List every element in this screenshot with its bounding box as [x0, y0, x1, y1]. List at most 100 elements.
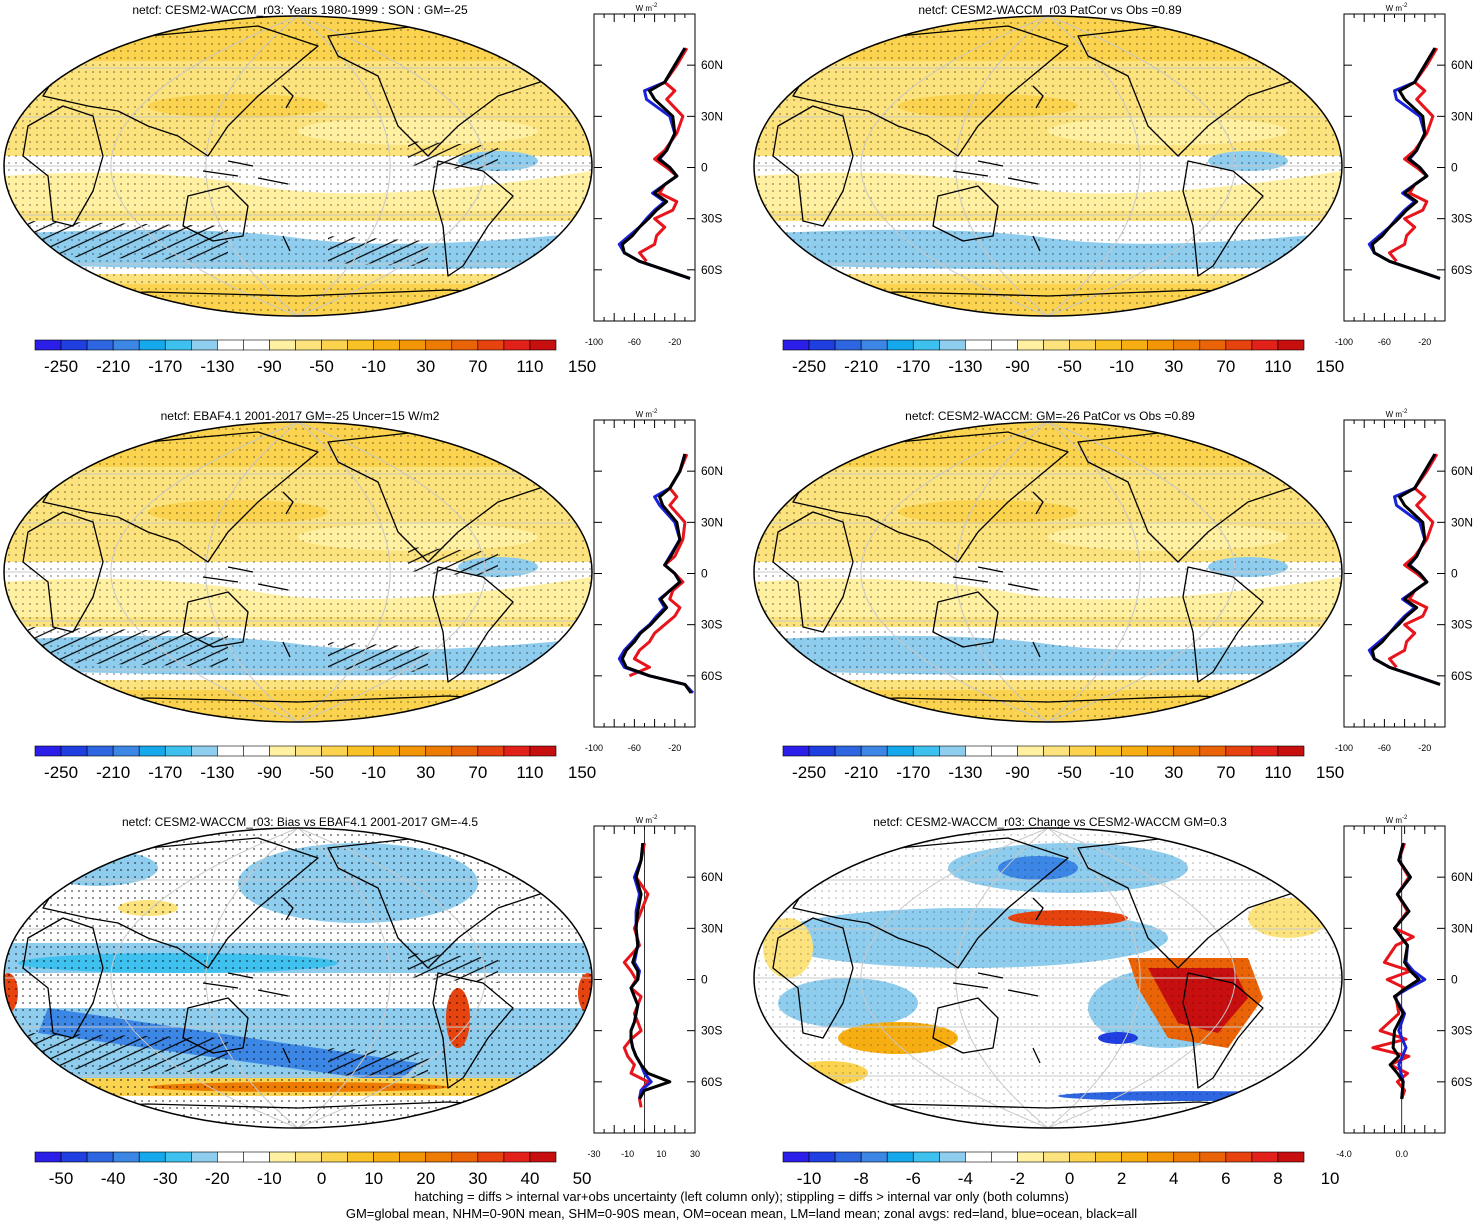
colorbar-swatch	[34, 745, 62, 757]
colorbar-swatch	[912, 1151, 940, 1163]
colorbar-swatch	[1199, 339, 1227, 351]
colorbar-label: 10	[1321, 1169, 1340, 1188]
colorbar-swatch	[808, 745, 836, 757]
map-title: netcf: CESM2-WACCM: GM=-26 PatCor vs Obs…	[905, 409, 1195, 423]
colorbar-label: 70	[1216, 357, 1235, 376]
colorbar-swatch	[60, 1151, 88, 1163]
panel-graphics: -250 -210 -170 -130 -90 -50 -10 30 70 110 150 W m-2…	[3, 3, 723, 376]
zonal-lat-tick: 30N	[701, 109, 723, 123]
colorbar-label: -8	[854, 1169, 869, 1188]
colorbar-label: 150	[568, 763, 596, 782]
colorbar-swatch	[834, 1151, 862, 1163]
map-panel-6: netcf: CESM2-WACCM_r03: Change vs CESM2-…	[750, 812, 1483, 1218]
colorbar-swatch	[243, 339, 270, 351]
colorbar-swatch	[991, 1151, 1018, 1163]
colorbar-label: -10	[1109, 763, 1134, 782]
zonal-x-tick: -60	[1378, 743, 1391, 753]
colorbar-swatch	[295, 339, 322, 351]
zonal-lat-tick: 60S	[1451, 669, 1472, 683]
colorbar-swatch	[321, 339, 348, 351]
colorbar-swatch	[965, 1151, 992, 1163]
colorbar-swatch	[939, 1151, 966, 1163]
colorbar-swatch	[269, 1151, 296, 1163]
colorbar-label: 10	[364, 1169, 383, 1188]
zonal-x-tick: 0.0	[1395, 1149, 1408, 1159]
colorbar-swatch	[34, 339, 62, 351]
zonal-x-tick: 30	[690, 1149, 700, 1159]
colorbar-swatch	[1251, 1151, 1279, 1163]
footer-line-2: GM=global mean, NHM=0-90N mean, SHM=0-90…	[345, 1206, 1138, 1221]
colorbar-label: 20	[416, 1169, 435, 1188]
zonal-x-tick: -10	[621, 1149, 634, 1159]
zonal-lat-tick: 30N	[1451, 921, 1473, 935]
colorbar-swatch	[912, 339, 940, 351]
colorbar-swatch	[164, 1151, 192, 1163]
map-panel-5: netcf: CESM2-WACCM_r03: Bias vs EBAF4.1 …	[0, 812, 741, 1218]
colorbar-label: -130	[948, 357, 982, 376]
colorbar-label: -170	[896, 763, 930, 782]
colorbar-swatch	[991, 339, 1018, 351]
colorbar-swatch	[217, 745, 244, 757]
colorbar-label: -210	[844, 357, 878, 376]
zonal-lat-tick: 30S	[701, 212, 722, 226]
colorbar-swatch	[295, 1151, 322, 1163]
zonal-lat-tick: 30S	[1451, 1024, 1472, 1038]
colorbar-swatch	[529, 1151, 557, 1163]
colorbar-label: -250	[792, 357, 826, 376]
colorbar-label: 110	[516, 763, 543, 782]
colorbar-swatch	[217, 339, 244, 351]
colorbar-swatch	[295, 745, 322, 757]
colorbar-swatch	[425, 745, 453, 757]
colorbar-swatch	[451, 745, 479, 757]
colorbar-swatch	[477, 339, 505, 351]
colorbar-swatch	[60, 339, 88, 351]
zonal-axes	[593, 419, 696, 728]
colorbar-label: 30	[416, 763, 435, 782]
colorbar-swatch	[1121, 339, 1148, 351]
colorbar-label: -250	[44, 763, 78, 782]
zonal-axes	[1343, 825, 1446, 1134]
colorbar-swatch	[860, 339, 888, 351]
colorbar-swatch	[112, 1151, 140, 1163]
colorbar-swatch	[1225, 1151, 1253, 1163]
colorbar-swatch	[1017, 1151, 1044, 1163]
colorbar-swatch	[834, 745, 862, 757]
zonal-lat-tick: 30S	[701, 1024, 722, 1038]
zonal-profile: W m-2 -4.0 0.0 60N 30N 0 30S 60S	[1336, 815, 1473, 1159]
zonal-lat-tick: 60S	[1451, 1075, 1472, 1089]
colorbar-label: -6	[906, 1169, 921, 1188]
colorbar-label: -4	[958, 1169, 973, 1188]
colorbar-label: 30	[1164, 763, 1183, 782]
colorbar-label: 70	[468, 357, 487, 376]
zonal-lat-tick: 30N	[1451, 109, 1473, 123]
colorbar-label: -250	[44, 357, 78, 376]
colorbar-swatch	[503, 339, 531, 351]
colorbar-swatch	[191, 339, 218, 351]
colorbar-swatch	[138, 745, 166, 757]
colorbar-swatch	[529, 339, 557, 351]
colorbar-swatch	[321, 745, 348, 757]
colorbar-swatch	[1069, 1151, 1096, 1163]
colorbar-swatch	[1095, 1151, 1122, 1163]
colorbar-swatch	[991, 745, 1018, 757]
colorbar-swatch	[1095, 339, 1122, 351]
colorbar-label: -10	[797, 1169, 822, 1188]
colorbar-swatch	[1199, 745, 1227, 757]
colorbar-label: 6	[1221, 1169, 1230, 1188]
colorbar-swatch	[425, 1151, 453, 1163]
colorbar-label: -50	[309, 763, 334, 782]
world-map	[4, 16, 592, 316]
colorbar-label: 0	[1065, 1169, 1074, 1188]
colorbar-swatch	[86, 339, 114, 351]
colorbar-label: 150	[568, 357, 596, 376]
zonal-lat-tick: 0	[1451, 973, 1458, 987]
zonal-unit: W m-2	[636, 3, 658, 13]
colorbar-swatch	[138, 339, 166, 351]
colorbar-swatch	[34, 1151, 62, 1163]
zonal-lat-tick: 60N	[701, 58, 723, 72]
colorbar-label: -90	[257, 357, 282, 376]
colorbar-label: -250	[792, 763, 826, 782]
zonal-lat-tick: 0	[1451, 567, 1458, 581]
colorbar-label: -170	[148, 763, 182, 782]
colorbar-swatch	[191, 1151, 218, 1163]
